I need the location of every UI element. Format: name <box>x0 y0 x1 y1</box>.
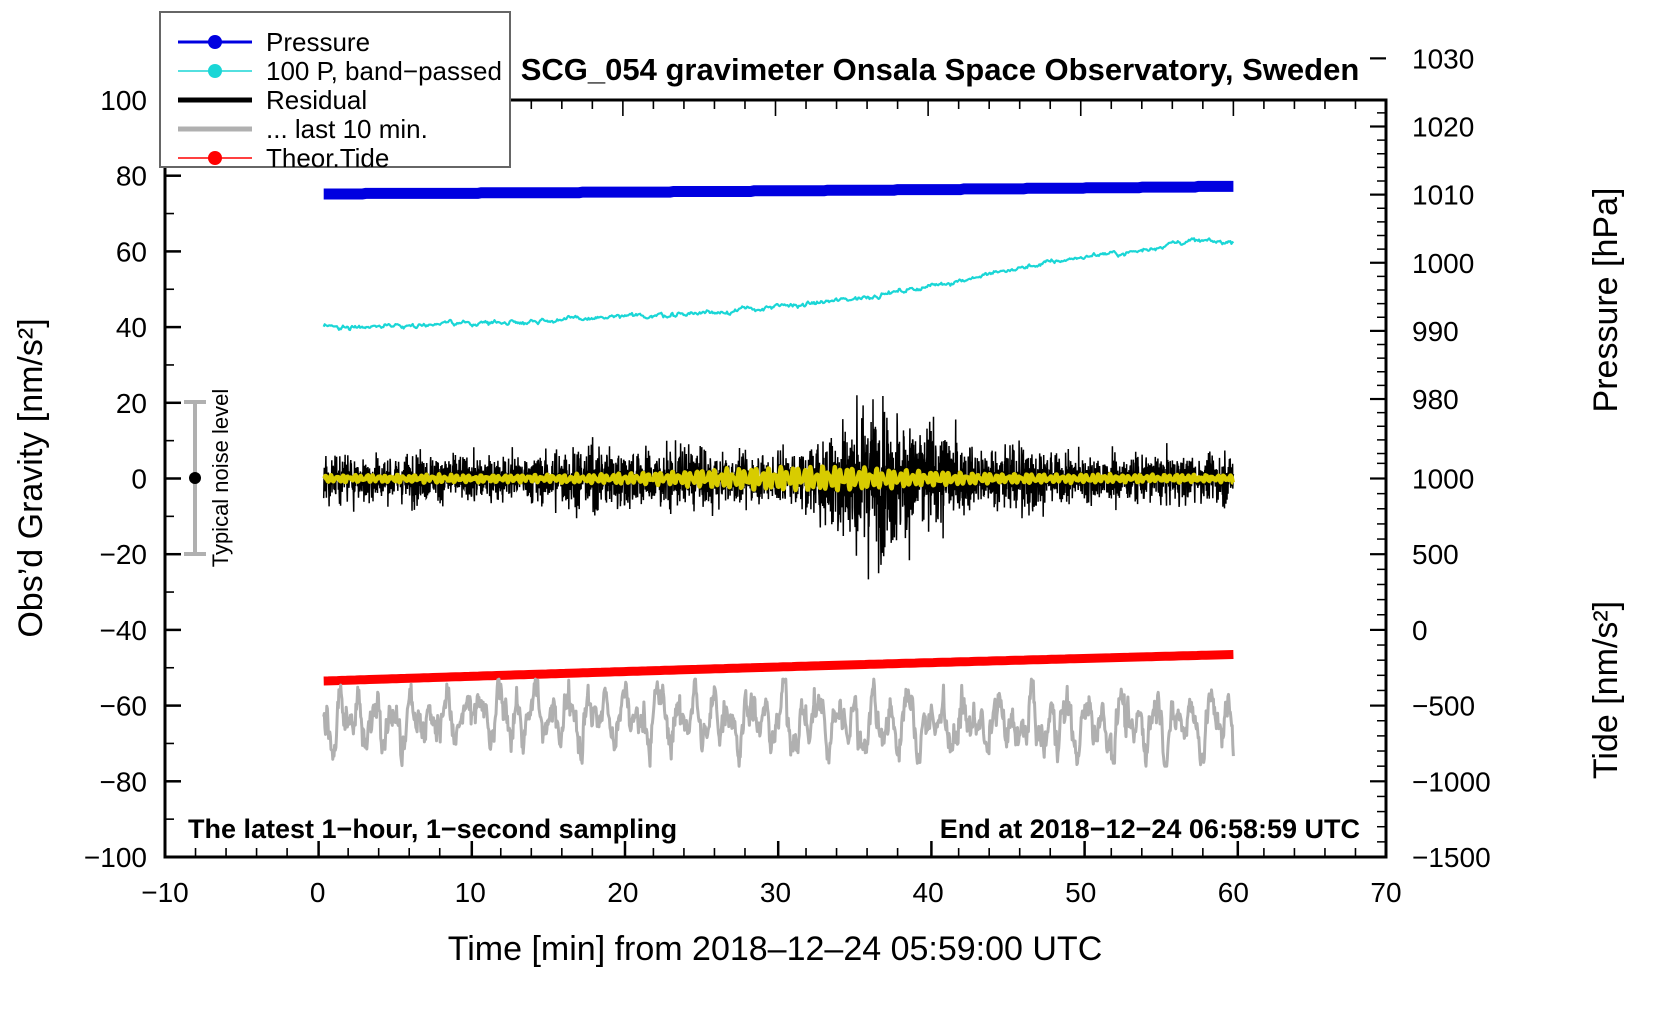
noise-level-dot <box>189 472 201 484</box>
legend-label: 100 P, band−passed <box>266 56 502 86</box>
tide-tick-label: −1000 <box>1412 766 1491 797</box>
y-tick-label: −80 <box>100 766 148 797</box>
y-axis-right-ticks <box>1370 57 1386 859</box>
legend-item-5[interactable]: Theor.Tide <box>178 143 389 173</box>
typical-noise-level-marker: Typical noise level <box>184 389 233 568</box>
pressure-tick-labels: 980 990 1000 1010 1020 1030 <box>1412 43 1474 415</box>
tide-axis-title: Tide [nm/s²] <box>1587 601 1625 779</box>
pressure-tick-label: 1010 <box>1412 180 1474 211</box>
pressure-tick-label: 1020 <box>1412 111 1474 142</box>
y-tick-label: 100 <box>100 85 147 116</box>
legend-label: Pressure <box>266 27 370 57</box>
series-layer <box>322 180 1236 768</box>
tide-tick-label: −1500 <box>1412 842 1491 873</box>
legend-item-4[interactable]: ... last 10 min. <box>178 114 428 144</box>
x-tick-label: −10 <box>141 877 189 908</box>
legend-item-1[interactable]: Pressure <box>178 27 370 57</box>
x-tick-label: 70 <box>1370 877 1401 908</box>
y-tick-label: 20 <box>116 388 147 419</box>
tide-tick-label: −500 <box>1412 691 1475 722</box>
page-title: SCG_054 gravimeter Onsala Space Observat… <box>521 52 1360 87</box>
series-pressure <box>323 180 1234 200</box>
x-axis-ticks <box>163 841 1388 857</box>
tide-tick-labels: −1500 −1000 −500 0 500 1000 <box>1412 464 1491 874</box>
x-axis-minor-ticks <box>194 848 1357 857</box>
x-tick-label: 10 <box>455 877 486 908</box>
legend-label: ... last 10 min. <box>266 114 428 144</box>
x-tick-label: 20 <box>607 877 638 908</box>
y-axis-title: Obs’d Gravity [nm/s²] <box>12 318 50 637</box>
x-tick-label: 0 <box>310 877 326 908</box>
y-axis-left-ticks <box>165 98 181 859</box>
pressure-tick-label: 980 <box>1412 384 1459 415</box>
legend-label: Residual <box>266 85 367 115</box>
x-tick-label: 40 <box>913 877 944 908</box>
pressure-axis-title: Pressure [hPa] <box>1587 188 1625 413</box>
series-bandpassed <box>322 237 1235 332</box>
pressure-tick-label: 990 <box>1412 316 1459 347</box>
y-tick-label: 80 <box>116 161 147 192</box>
sampling-note: The latest 1−hour, 1−second sampling <box>188 814 677 844</box>
pressure-tick-label: 1000 <box>1412 248 1474 279</box>
x-tick-labels: −10 0 10 20 30 40 50 60 70 <box>141 877 1401 908</box>
legend-marker-dot <box>208 35 222 49</box>
tide-tick-label: 0 <box>1412 615 1428 646</box>
y-tick-label: −100 <box>84 842 147 873</box>
y-tick-label: −40 <box>100 615 148 646</box>
tide-tick-label: 1000 <box>1412 464 1474 495</box>
end-time-note: End at 2018−12−24 06:58:59 UTC <box>940 814 1360 844</box>
legend-item-3[interactable]: Residual <box>178 85 367 115</box>
legend-item-2[interactable]: 100 P, band−passed <box>178 56 502 86</box>
y-tick-labels: −100 −80 −60 −40 −20 0 20 40 60 80 100 <box>84 85 147 873</box>
y-tick-label: −60 <box>100 691 148 722</box>
x-tick-label: 60 <box>1218 877 1249 908</box>
x-axis-title: Time [min] from 2018‒12‒24 05:59:00 UTC <box>448 930 1103 968</box>
y-tick-label: 60 <box>116 236 147 267</box>
legend-marker-dot <box>208 151 222 165</box>
tide-tick-label: 500 <box>1412 539 1459 570</box>
x-tick-label: 30 <box>760 877 791 908</box>
pressure-tick-label: 1030 <box>1412 43 1474 74</box>
series-last-10-min <box>322 677 1235 768</box>
series-residual-smoothed <box>322 464 1236 493</box>
y-tick-label: −20 <box>100 539 148 570</box>
y-tick-label: 40 <box>116 312 147 343</box>
legend-label: Theor.Tide <box>266 143 389 173</box>
typical-noise-level-label: Typical noise level <box>208 389 233 568</box>
series-theor-tide <box>323 650 1234 686</box>
legend-marker-dot <box>208 64 222 78</box>
y-tick-label: 0 <box>131 464 147 495</box>
x-tick-label: 50 <box>1065 877 1096 908</box>
